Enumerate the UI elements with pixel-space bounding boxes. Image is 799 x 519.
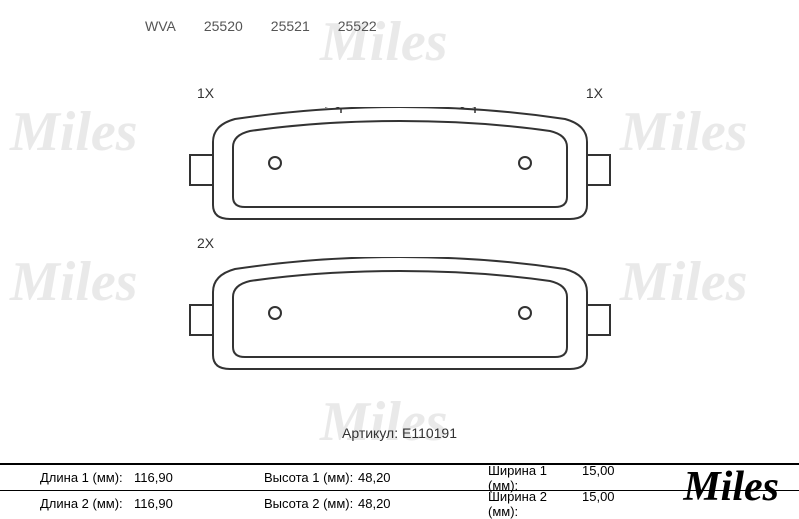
spec-value: 48,20 bbox=[358, 470, 418, 485]
spec-value: 15,00 bbox=[582, 489, 642, 519]
spec-table: Длина 1 (мм): 116,90 Высота 1 (мм): 48,2… bbox=[0, 463, 799, 516]
spec-value: 116,90 bbox=[134, 496, 194, 511]
wva-code: 25521 bbox=[271, 18, 310, 34]
pad1-label-left: 1X bbox=[197, 85, 214, 101]
spec-label: Ширина 2 (мм): bbox=[448, 489, 578, 519]
spec-row-1: Длина 1 (мм): 116,90 Высота 1 (мм): 48,2… bbox=[0, 465, 799, 490]
watermark: Miles bbox=[320, 390, 448, 454]
spec-value: 116,90 bbox=[134, 470, 194, 485]
spec-row-2: Длина 2 (мм): 116,90 Высота 2 (мм): 48,2… bbox=[0, 491, 799, 516]
spec-label: Длина 2 (мм): bbox=[0, 496, 130, 511]
brand-logo: Miles bbox=[683, 463, 779, 511]
watermark: Miles bbox=[10, 250, 138, 314]
article-label: Артикул: bbox=[342, 425, 398, 441]
pad2-label: 2X bbox=[197, 235, 214, 251]
wva-code: 25522 bbox=[338, 18, 377, 34]
brake-pad-1-svg bbox=[185, 107, 615, 222]
spec-value: 48,20 bbox=[358, 496, 418, 511]
pad1-label-right: 1X bbox=[586, 85, 603, 101]
watermark: Miles bbox=[620, 100, 748, 164]
spec-label: Высота 1 (мм): bbox=[224, 470, 354, 485]
wva-code: 25520 bbox=[204, 18, 243, 34]
article-row: Артикул: E110191 bbox=[0, 425, 799, 441]
brake-pad-2-svg bbox=[185, 257, 615, 372]
article-value: E110191 bbox=[402, 425, 457, 441]
spec-label: Длина 1 (мм): bbox=[0, 470, 130, 485]
spec-label: Высота 2 (мм): bbox=[224, 496, 354, 511]
watermark: Miles bbox=[10, 100, 138, 164]
watermark: Miles bbox=[620, 250, 748, 314]
wva-codes: WVA 25520 25521 25522 bbox=[145, 18, 377, 34]
wva-label: WVA bbox=[145, 18, 176, 34]
brake-pad-diagram: 1X 1X 2X bbox=[185, 85, 615, 377]
